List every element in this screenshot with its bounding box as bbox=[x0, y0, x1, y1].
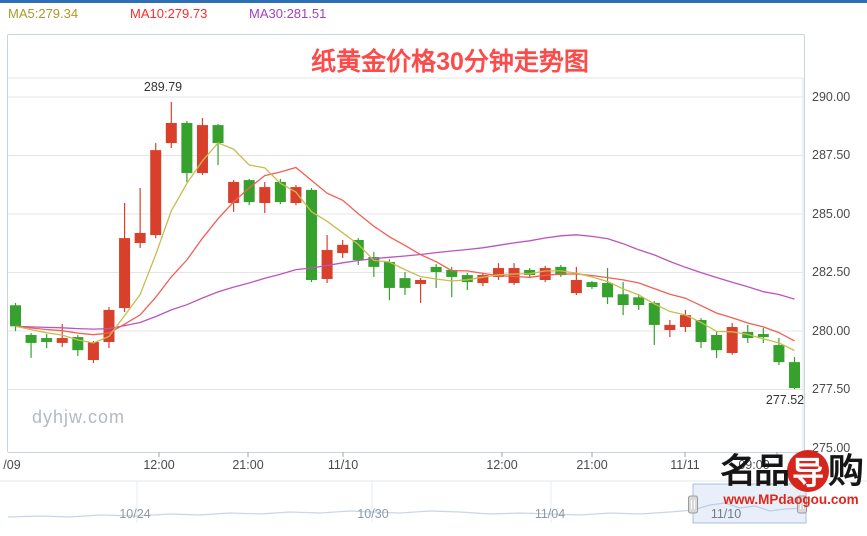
candle-down bbox=[711, 334, 723, 351]
candle-up bbox=[664, 324, 676, 331]
candle-down bbox=[617, 294, 629, 306]
candle-up bbox=[570, 279, 582, 294]
candle-down bbox=[181, 122, 193, 174]
candle-up bbox=[103, 309, 115, 342]
candle-down bbox=[25, 334, 37, 343]
candle-up bbox=[321, 250, 333, 280]
navigator-date: 11/04 bbox=[534, 507, 566, 521]
candle-down bbox=[212, 125, 224, 144]
chart-title: 纸黄金价格30分钟走势图 bbox=[311, 48, 589, 76]
logo-char-red-circle: 导 bbox=[787, 450, 829, 492]
candle-down bbox=[41, 338, 53, 342]
candle-down bbox=[399, 278, 411, 288]
candle-down bbox=[633, 297, 645, 306]
candle-down bbox=[446, 269, 458, 277]
window-top-edge bbox=[0, 0, 867, 3]
y-axis-tick: 287.50 bbox=[812, 148, 851, 162]
x-axis-tick: 11/11 bbox=[670, 458, 700, 472]
candle-up bbox=[196, 125, 208, 174]
candle-down bbox=[695, 320, 707, 342]
navigator-overview-line bbox=[7, 502, 807, 518]
candle-down bbox=[72, 337, 84, 351]
candle-down bbox=[757, 334, 769, 338]
candle-down bbox=[586, 282, 598, 288]
candle-up bbox=[150, 150, 162, 236]
ma30-indicator-label: MA30:281.51 bbox=[249, 6, 327, 21]
low-price-label: 277.52 bbox=[765, 393, 805, 407]
x-axis-tick: 21:00 bbox=[576, 458, 608, 472]
candle-down bbox=[789, 362, 800, 389]
candle-up bbox=[134, 232, 146, 244]
y-axis-tick: 282.50 bbox=[812, 265, 851, 279]
site-logo-wordmark: 名 品 导 购 bbox=[716, 448, 866, 494]
candle-down bbox=[274, 181, 286, 203]
candle-up bbox=[56, 338, 68, 343]
candle-up bbox=[539, 268, 551, 280]
navigator-strip[interactable] bbox=[0, 480, 867, 524]
chart-frame bbox=[7, 34, 805, 453]
candle-down bbox=[461, 275, 473, 283]
candle-down bbox=[352, 239, 364, 261]
y-axis-tick: 285.00 bbox=[812, 207, 851, 221]
navigator-right-handle[interactable] bbox=[797, 495, 807, 514]
x-axis-tick-marks bbox=[158, 452, 778, 457]
logo-char: 购 bbox=[828, 451, 864, 490]
high-price-label: 289.79 bbox=[143, 80, 183, 94]
ma5-indicator-label: MA5:279.34 bbox=[8, 6, 79, 21]
site-logo: 名 品 导 购 www.MPdaogou.com bbox=[716, 448, 866, 507]
candle-up bbox=[679, 315, 691, 328]
navigator-date: 10/30 bbox=[357, 507, 389, 521]
candle-up bbox=[87, 341, 99, 361]
x-axis-tick: 09:00 bbox=[738, 458, 770, 472]
candle-up bbox=[508, 268, 520, 284]
candle-up bbox=[228, 181, 240, 204]
x-axis-tick: /09 bbox=[3, 458, 21, 472]
site-watermark: dyhjw.com bbox=[32, 407, 126, 427]
y-axis-tick: 277.50 bbox=[812, 382, 851, 396]
ma10-line bbox=[15, 166, 795, 342]
logo-url: www.MPdaogou.com bbox=[723, 492, 859, 507]
ma30-line bbox=[15, 234, 795, 330]
candle-down bbox=[602, 283, 614, 298]
navigator-date: 10/24 bbox=[119, 507, 151, 521]
x-axis-tick: 12:00 bbox=[486, 458, 518, 472]
navigator-date-selected: 11/10 bbox=[710, 507, 742, 521]
candle-up bbox=[119, 238, 131, 309]
logo-char: 品 bbox=[753, 451, 790, 490]
y-axis-tick: 280.00 bbox=[812, 324, 851, 338]
navigator-selection-window[interactable] bbox=[692, 483, 807, 524]
candle-up bbox=[492, 268, 504, 277]
x-axis-tick: 12:00 bbox=[143, 458, 175, 472]
x-axis-tick: 21:00 bbox=[232, 458, 264, 472]
candle-down bbox=[383, 261, 395, 288]
navigator-left-handle[interactable] bbox=[688, 495, 698, 514]
candle-down bbox=[368, 257, 380, 267]
candle-up bbox=[259, 187, 271, 204]
candle-up bbox=[290, 187, 302, 204]
ma5-line bbox=[15, 142, 795, 352]
candle-down bbox=[648, 302, 660, 325]
candle-down bbox=[773, 345, 785, 363]
candle-down bbox=[306, 189, 318, 280]
logo-char: 名 bbox=[719, 451, 756, 490]
candle-up bbox=[165, 122, 177, 144]
candle-down bbox=[524, 269, 536, 276]
candle-up bbox=[726, 327, 738, 353]
y-axis-tick: 290.00 bbox=[812, 90, 851, 104]
candle-down bbox=[430, 266, 442, 273]
candle-down bbox=[243, 180, 255, 203]
candle-down bbox=[10, 305, 21, 327]
ma10-indicator-label: MA10:279.73 bbox=[130, 6, 208, 21]
x-axis-tick: 11/10 bbox=[327, 458, 359, 472]
candle-up bbox=[337, 244, 349, 254]
candle-up bbox=[477, 275, 489, 284]
candle-up bbox=[415, 279, 427, 284]
